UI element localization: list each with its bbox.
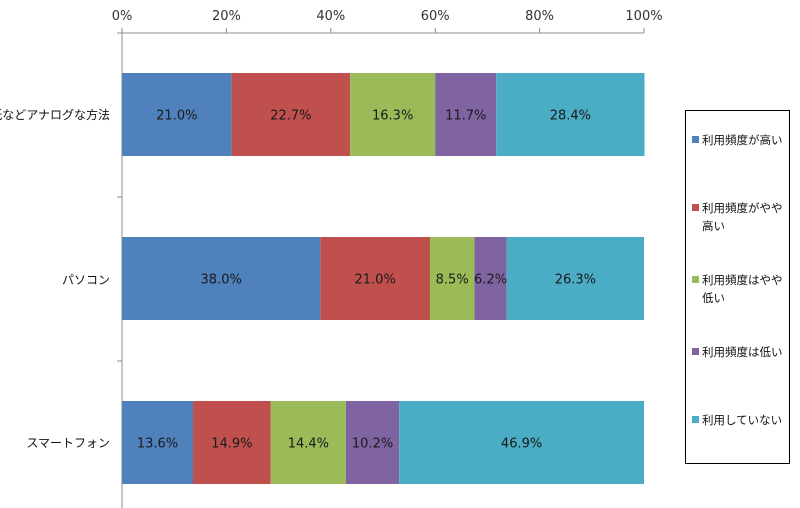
legend-item-somewhat-high: 利用頻度がやや高い [692, 199, 788, 235]
x-tick-label: 20% [212, 9, 241, 24]
data-label: 11.7% [445, 109, 486, 124]
bar-segment [474, 237, 507, 320]
data-label: 8.5% [436, 273, 469, 288]
bar-segment [270, 401, 346, 484]
legend-swatch-low [692, 348, 699, 355]
legend-swatch-high [692, 136, 699, 143]
legend-swatch-somewhat-low [692, 276, 699, 283]
legend-label-low: 利用頻度は低い [702, 345, 783, 359]
data-label: 22.7% [270, 109, 311, 124]
bar-segment [435, 73, 497, 156]
legend-label-somewhat-low: 利用頻度はやや低い [702, 273, 783, 305]
legend-label-somewhat-high: 利用頻度がやや高い [702, 201, 783, 233]
data-label: 10.2% [352, 437, 393, 452]
data-label: 46.9% [501, 437, 542, 452]
legend-label-not-used: 利用していない [702, 413, 783, 427]
bar-segment [122, 73, 232, 156]
bar-segment [506, 237, 644, 320]
data-label: 21.0% [355, 273, 396, 288]
bars [122, 73, 645, 484]
bar-segment [231, 73, 351, 156]
data-labels: 21.0% 22.7% 16.3% 11.7% 28.4% 38.0% 21.0% 8.5% 6… [137, 109, 596, 452]
legend-swatch-not-used [692, 416, 699, 423]
bar-segment [350, 73, 436, 156]
data-label: 14.4% [288, 437, 329, 452]
bar-segment [399, 401, 644, 484]
bar-segment [122, 401, 193, 484]
bar-segment [122, 237, 321, 320]
x-tick-label: 40% [316, 9, 345, 24]
data-label: 21.0% [156, 109, 197, 124]
x-tick-label: 80% [525, 9, 554, 24]
data-label: 13.6% [137, 437, 178, 452]
bar-segment [496, 73, 645, 156]
data-label: 6.2% [474, 273, 507, 288]
legend-item-low: 利用頻度は低い [692, 343, 788, 361]
bar-segment [320, 237, 430, 320]
x-tick-label: 0% [112, 9, 133, 24]
legend-item-high: 利用頻度が高い [692, 131, 788, 149]
data-label: 38.0% [201, 273, 242, 288]
legend-item-not-used: 利用していない [692, 411, 788, 429]
data-label: 16.3% [372, 109, 413, 124]
x-tick-label: 100% [625, 9, 662, 24]
legend-label-high: 利用頻度が高い [702, 133, 783, 147]
bar-segment [429, 237, 475, 320]
data-label: 28.4% [550, 109, 591, 124]
category-label: パソコン [62, 273, 110, 287]
bar-segment [192, 401, 271, 484]
data-label: 26.3% [555, 273, 596, 288]
bar-segment [345, 401, 400, 484]
legend-item-somewhat-low: 利用頻度はやや低い [692, 271, 788, 307]
data-label: 14.9% [211, 437, 252, 452]
legend: 利用頻度が高い 利用頻度がやや高い 利用頻度はやや低い 利用頻度は低い 利用して… [685, 110, 790, 464]
category-label: スマートフォン [26, 436, 110, 450]
category-label: 紙などアナログな方法 [0, 107, 110, 122]
x-tick-label: 60% [421, 9, 450, 24]
legend-swatch-somewhat-high [692, 204, 699, 211]
